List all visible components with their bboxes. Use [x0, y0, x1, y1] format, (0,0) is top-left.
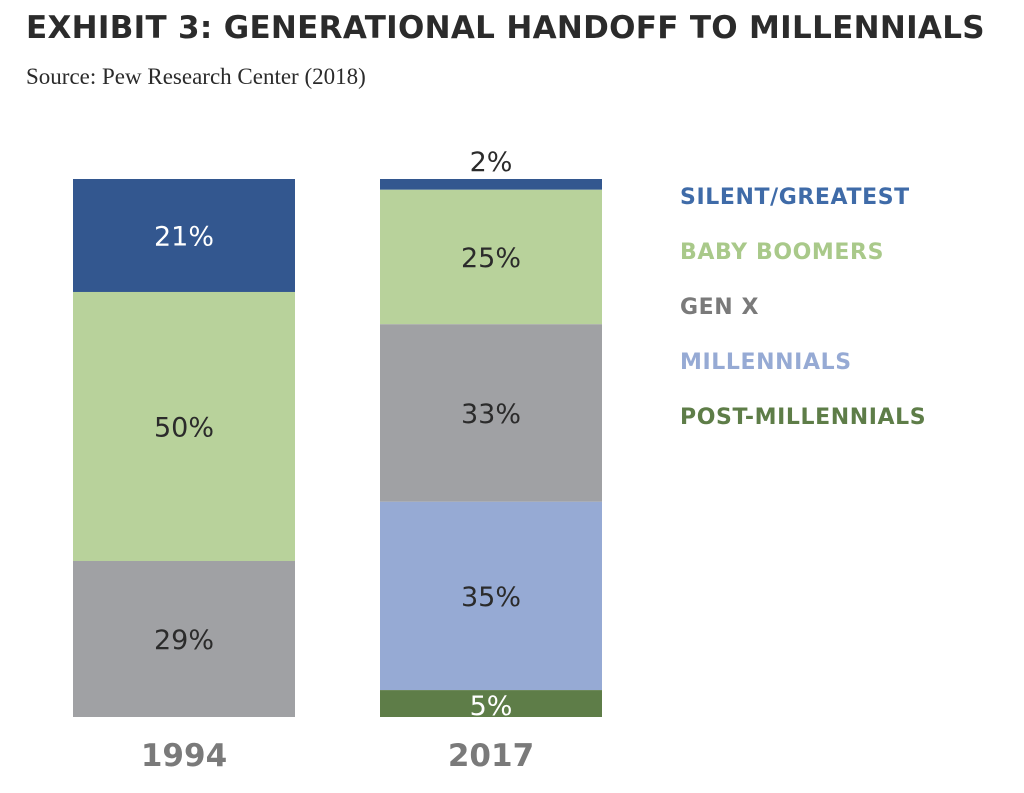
bar-segment-2017-millennials	[380, 501, 602, 691]
bar-segment-2017-silent-greatest	[380, 179, 602, 190]
bar-segment-1994-silent-greatest	[73, 179, 295, 292]
bar-segment-2017-baby-boomers	[380, 189, 602, 325]
data-label-1994-silent-greatest: 21%	[154, 221, 214, 252]
data-label-2017-silent-greatest: 2%	[470, 147, 513, 178]
legend-entry-baby-boomers: BABY BOOMERS	[680, 240, 884, 265]
chart-subtitle: Source: Pew Research Center (2018)	[26, 64, 366, 89]
bar-segment-2017-gen-x	[380, 324, 602, 502]
data-label-2017-baby-boomers: 25%	[461, 243, 521, 274]
chart-title: EXHIBIT 3: GENERATIONAL HANDOFF TO MILLE…	[26, 10, 985, 46]
x-tick-label-1994: 1994	[141, 738, 227, 774]
legend-entry-post-millennials: POST-MILLENNIALS	[680, 405, 926, 430]
legend-entry-gen-x: GEN X	[680, 295, 759, 320]
data-label-1994-baby-boomers: 50%	[154, 412, 214, 443]
data-label-1994-gen-x: 29%	[154, 625, 214, 656]
data-label-2017-post-millennials: 5%	[470, 691, 513, 722]
legend-entry-millennials: MILLENNIALS	[680, 350, 852, 375]
bar-segment-1994-baby-boomers	[73, 291, 295, 561]
legend-entry-silent-greatest: SILENT/GREATEST	[680, 185, 910, 210]
x-tick-label-2017: 2017	[448, 738, 534, 774]
data-label-2017-gen-x: 33%	[461, 399, 521, 430]
data-label-2017-millennials: 35%	[461, 582, 521, 613]
bar-segment-1994-gen-x	[73, 560, 295, 717]
bar-segment-2017-post-millennials	[380, 690, 602, 717]
